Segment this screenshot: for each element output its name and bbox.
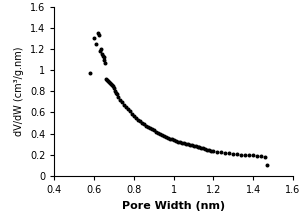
Point — [201, 147, 206, 150]
Point — [151, 129, 156, 132]
Point — [99, 47, 104, 51]
Point — [187, 143, 192, 147]
Point — [108, 81, 112, 84]
Point — [101, 55, 105, 58]
Point — [109, 82, 114, 86]
Point — [185, 143, 190, 146]
Point — [159, 133, 164, 136]
Point — [209, 149, 214, 152]
Point — [114, 92, 118, 95]
Point — [205, 148, 210, 151]
Point — [263, 155, 268, 159]
Point — [147, 126, 152, 130]
Point — [127, 110, 132, 113]
Point — [231, 152, 236, 156]
Point — [100, 53, 104, 56]
Point — [243, 153, 248, 157]
Point — [130, 112, 134, 115]
Point — [131, 114, 136, 117]
Point — [239, 153, 244, 157]
Point — [197, 146, 202, 149]
Point — [101, 58, 106, 61]
Point — [133, 116, 138, 119]
Point — [165, 136, 170, 140]
Point — [259, 155, 264, 158]
Point — [140, 121, 144, 125]
Point — [106, 79, 111, 82]
Point — [171, 138, 176, 142]
Point — [120, 100, 124, 104]
Point — [227, 152, 232, 155]
Point — [97, 33, 101, 37]
Point — [203, 147, 208, 151]
Point — [145, 126, 150, 129]
Point — [191, 144, 196, 148]
Point — [88, 72, 92, 75]
Point — [179, 141, 184, 144]
Point — [110, 83, 114, 87]
Point — [175, 140, 180, 143]
X-axis label: Pore Width (nm): Pore Width (nm) — [122, 201, 225, 211]
Point — [163, 135, 168, 139]
Point — [114, 93, 119, 96]
Point — [157, 132, 162, 135]
Point — [177, 140, 182, 144]
Point — [149, 128, 154, 131]
Point — [183, 142, 188, 145]
Point — [235, 152, 240, 156]
Point — [96, 31, 101, 35]
Point — [265, 164, 269, 167]
Point — [193, 145, 198, 148]
Point — [111, 84, 115, 88]
Point — [135, 118, 140, 122]
Point — [189, 143, 194, 147]
Point — [153, 130, 158, 133]
Point — [111, 86, 116, 90]
Point — [211, 149, 216, 153]
Point — [167, 137, 172, 141]
Point — [251, 154, 255, 157]
Point — [141, 122, 146, 126]
Point — [173, 139, 178, 143]
Point — [207, 148, 212, 152]
Point — [126, 108, 130, 111]
Point — [137, 119, 142, 123]
Point — [161, 134, 166, 138]
Point — [215, 150, 220, 153]
Point — [155, 131, 160, 134]
Point — [223, 151, 228, 154]
Point — [98, 49, 102, 53]
Point — [104, 78, 109, 81]
Point — [107, 80, 111, 84]
Point — [143, 125, 148, 128]
Point — [92, 37, 97, 40]
Point — [104, 77, 108, 80]
Point — [102, 56, 107, 59]
Point — [219, 150, 224, 154]
Point — [124, 105, 128, 109]
Point — [195, 145, 200, 149]
Point — [247, 153, 252, 157]
Point — [117, 98, 122, 101]
Point — [103, 61, 108, 64]
Point — [181, 141, 186, 145]
Point — [113, 90, 117, 93]
Point — [116, 95, 120, 98]
Point — [255, 154, 259, 158]
Point — [121, 103, 126, 107]
Point — [199, 146, 204, 150]
Y-axis label: dV/dW (cm³/g.nm): dV/dW (cm³/g.nm) — [14, 47, 24, 136]
Point — [94, 42, 98, 45]
Point — [169, 138, 174, 141]
